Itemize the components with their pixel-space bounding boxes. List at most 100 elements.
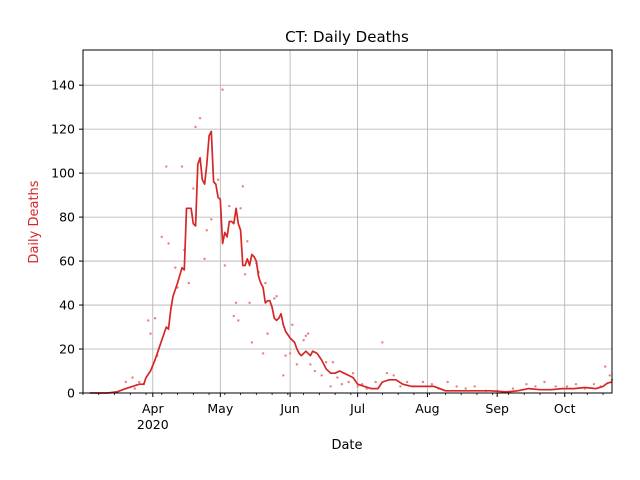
daily-point [381,341,384,344]
daily-point [455,385,458,388]
daily-point [511,387,515,390]
daily-point [306,332,310,335]
chart-title: CT: Daily Deaths [285,28,409,46]
daily-point [187,281,190,285]
y-tick-label: 80 [59,210,75,225]
daily-point [192,187,195,190]
daily-point [324,361,328,364]
daily-point [282,374,285,377]
daily-point [565,385,569,388]
daily-point [320,374,323,377]
smoothed-line [89,130,613,394]
x-axis-label: Date [331,438,362,453]
daily-point [264,281,267,285]
daily-point [331,361,335,364]
daily-point [237,319,240,322]
x-tick-label: May [207,401,233,416]
daily-point [525,383,528,386]
daily-point [239,207,242,210]
daily-point [574,383,578,386]
y-tick-label: 60 [59,254,75,269]
daily-point [165,165,168,168]
daily-point [356,385,359,388]
daily-point [347,380,350,384]
daily-point [246,240,249,243]
daily-point [592,383,596,386]
daily-point [374,380,377,384]
daily-point [167,242,170,245]
x-tick-label: Jun [279,401,300,416]
daily-point [385,372,389,375]
daily-point [221,88,224,91]
daily-point [228,204,231,208]
daily-point [554,385,557,388]
daily-point [543,380,546,384]
y-tick-label: 140 [51,78,75,93]
daily-point [405,380,409,384]
daily-point [473,385,476,388]
daily-point [241,185,245,188]
daily-point [392,374,395,377]
x-tick-year-label: 2020 [137,417,169,432]
x-tick-label: Aug [415,401,439,416]
daily-point [203,257,206,261]
daily-point [288,352,292,355]
daily-point [205,229,209,232]
daily-point [174,266,177,269]
daily-point [248,301,251,305]
daily-point [198,116,202,120]
daily-point [604,365,607,368]
plot-area [83,50,612,393]
daily-point [430,383,434,386]
daily-point [243,273,247,276]
daily-point [336,376,339,379]
daily-point [309,363,312,366]
daily-point [273,297,276,300]
daily-point [351,372,355,375]
daily-point [149,332,152,335]
x-tick-label: Sep [485,401,509,416]
daily-point [232,314,236,318]
daily-point [291,323,294,327]
daily-point [302,339,305,342]
y-axis-label: Daily Deaths [27,180,42,263]
daily-point [446,380,449,384]
daily-point [153,317,157,320]
y-tick-label: 20 [59,342,75,357]
daily-point [295,363,299,366]
daily-point [608,374,611,377]
daily-point [261,352,265,355]
daily-point [275,295,278,298]
y-tick-label: 0 [67,386,75,401]
plot-frame [82,49,613,394]
daily-point [464,387,467,390]
daily-point [210,218,213,221]
daily-point [421,380,425,384]
daily-point [147,319,150,322]
daily-point [250,341,254,344]
x-tick-label: Apr [142,401,164,416]
smoothed-series-line [89,130,613,394]
x-tick-label: Jul [349,401,365,416]
daily-point [329,385,332,388]
daily-point [133,387,136,390]
y-tick-label: 40 [59,298,75,313]
daily-point [399,385,402,388]
daily-point [234,301,238,305]
daily-point [131,376,134,379]
y-tick-label: 120 [51,122,75,137]
daily-point [304,334,308,338]
daily-point [223,264,227,267]
daily-point [160,235,163,239]
daily-point [124,380,127,384]
daily-point [216,178,220,181]
daily-point [534,385,537,388]
daily-point [180,165,184,168]
x-tick-label: Oct [554,401,576,416]
daily-point [313,369,317,373]
daily-point [340,383,344,386]
y-tick-label: 100 [51,166,75,181]
daily-point [266,332,269,335]
